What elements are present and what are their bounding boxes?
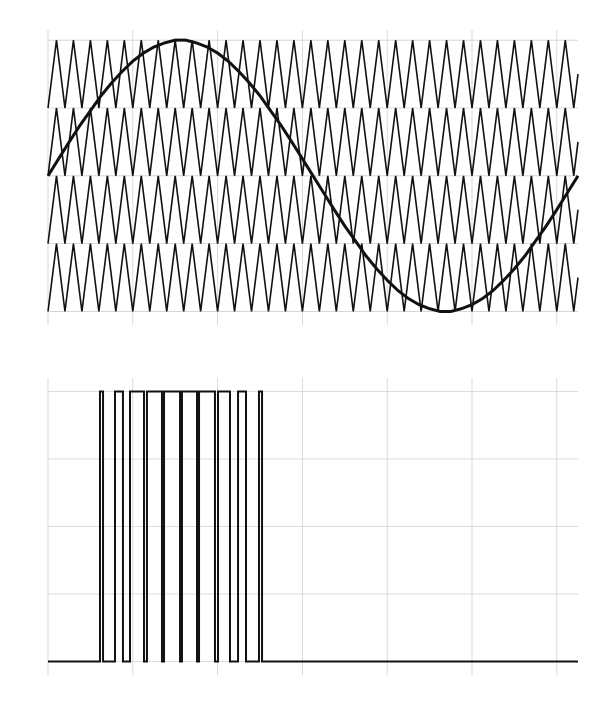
series-line [47,40,579,109]
series-line [47,243,579,312]
series-line [48,390,578,663]
series-line [47,107,579,176]
series-line [47,175,579,244]
series-line [46,38,580,313]
